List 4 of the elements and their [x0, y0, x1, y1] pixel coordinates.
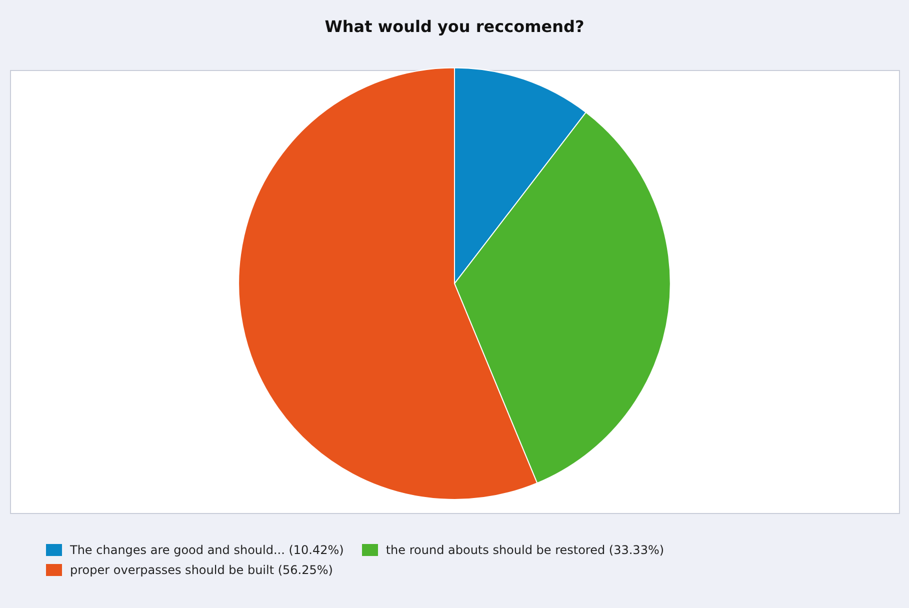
- legend-label: The changes are good and should... (10.42%): [70, 542, 344, 559]
- legend-label: proper overpasses should be built (56.25%): [70, 562, 333, 579]
- legend-label: the round abouts should be restored (33.33%): [386, 542, 664, 559]
- chart-title: What would you reccomend?: [324, 16, 584, 36]
